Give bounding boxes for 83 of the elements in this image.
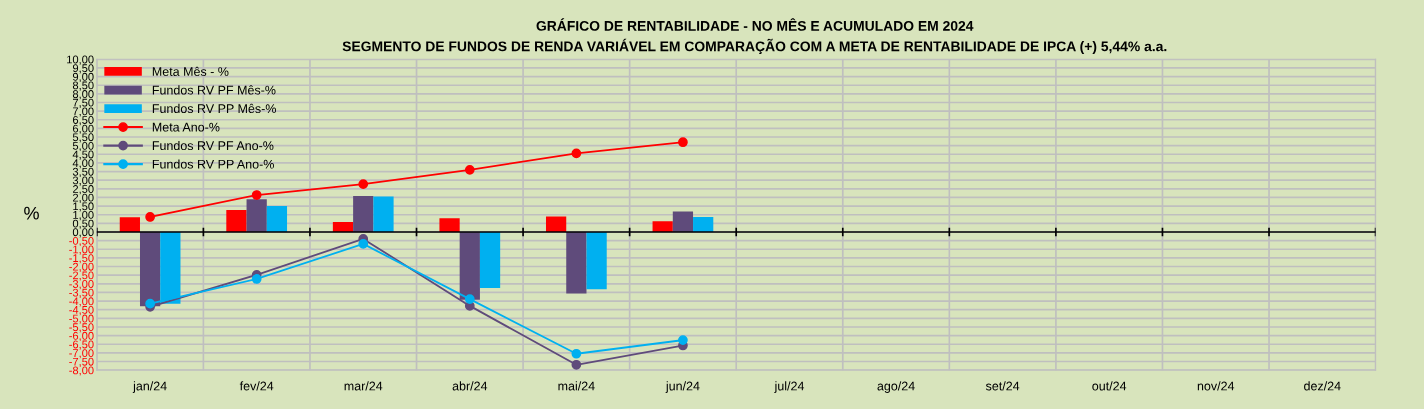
y-tick-label: 1,50 bbox=[73, 202, 94, 212]
point bbox=[571, 148, 582, 159]
y-tick-label: -0,50 bbox=[69, 236, 94, 247]
bar bbox=[119, 217, 140, 232]
legend-label: Meta Mês - % bbox=[152, 66, 229, 76]
legend-label: Meta Ano-% bbox=[152, 122, 220, 132]
point bbox=[145, 212, 155, 222]
chart-subtitle: SEGMENTO DE FUNDOS DE RENDA VARIÁVEL EM COMPARAÇÃO COM A META DE RENTABILIDADE DE IPCA (+) 5,44% a.a. bbox=[342, 38, 1167, 55]
y-tick-label: 8,50 bbox=[72, 81, 94, 91]
y-tick-label: 5,50 bbox=[72, 133, 94, 143]
x-tick-label: jun/24 bbox=[665, 381, 700, 393]
y-tick-label: -1,50 bbox=[69, 254, 94, 264]
x-tick-label: abr/24 bbox=[452, 381, 488, 391]
bar bbox=[479, 231, 501, 288]
y-tick-label: 6,50 bbox=[73, 116, 94, 126]
y-tick-label: -8,00 bbox=[69, 366, 94, 376]
x-tick-label: set/24 bbox=[985, 381, 1020, 391]
x-tick-label: jan/24 bbox=[132, 381, 167, 393]
y-tick-label: 1,00 bbox=[73, 210, 94, 221]
y-tick-label: -7,50 bbox=[69, 357, 94, 367]
point bbox=[251, 274, 262, 284]
y-tick-label: 4,50 bbox=[72, 150, 94, 160]
point bbox=[358, 239, 369, 249]
y-tick-label: 7,50 bbox=[73, 98, 94, 108]
y-tick-label: -3,00 bbox=[69, 280, 94, 290]
y-tick-label: -4,50 bbox=[69, 305, 94, 316]
y-tick-label: 8,00 bbox=[72, 90, 94, 100]
y-tick-label: 2,00 bbox=[72, 193, 94, 203]
bar bbox=[373, 196, 394, 232]
y-tick-label: 7,00 bbox=[73, 107, 94, 117]
y-tick-label: 9,50 bbox=[72, 64, 94, 74]
point bbox=[464, 164, 475, 175]
bar bbox=[439, 218, 460, 232]
point bbox=[464, 294, 475, 305]
bar bbox=[266, 206, 288, 232]
bar bbox=[246, 199, 267, 232]
y-tick-label: 10,00 bbox=[67, 55, 94, 65]
x-tick-label: out/24 bbox=[1092, 381, 1127, 391]
x-tick-label: fev/24 bbox=[239, 381, 274, 391]
y-tick-label: -6,00 bbox=[69, 331, 94, 342]
y-tick-label: -5,00 bbox=[69, 314, 94, 324]
y-tick-label: 3,50 bbox=[72, 167, 94, 177]
bar bbox=[226, 210, 247, 232]
legend-label: Fundos RV PP Ano-% bbox=[152, 159, 274, 169]
y-tick-label: 4,00 bbox=[72, 159, 94, 169]
x-tick-label: dez/24 bbox=[1304, 381, 1341, 391]
y-tick-label: -3,50 bbox=[69, 288, 94, 298]
y-tick-label: 0,50 bbox=[72, 219, 94, 229]
point bbox=[571, 359, 582, 370]
legend-label: Fundos RV PF Ano-% bbox=[152, 140, 274, 151]
y-tick-label: -1,00 bbox=[69, 245, 94, 255]
chart-title: GRÁFICO DE RENTABILIDADE - NO MÊS E ACUMULADO EM 2024 bbox=[536, 18, 974, 31]
y-tick-label: 5,00 bbox=[72, 141, 94, 152]
y-tick-label: -7,00 bbox=[69, 349, 94, 359]
x-tick-label: mai/24 bbox=[558, 381, 595, 391]
bar bbox=[545, 216, 567, 232]
x-tick-label: nov/24 bbox=[1197, 381, 1235, 391]
y-tick-label: 0,00 bbox=[72, 228, 94, 238]
y-tick-label: 9,00 bbox=[72, 72, 94, 83]
y-tick-label: 6,00 bbox=[73, 124, 94, 134]
bar bbox=[672, 211, 694, 232]
y-tick-label: 2,50 bbox=[72, 185, 94, 195]
bar bbox=[566, 231, 587, 294]
x-tick-label: mar/24 bbox=[344, 381, 383, 391]
bar bbox=[693, 216, 714, 232]
x-tick-label: jul/24 bbox=[774, 381, 805, 393]
y-tick-label: -5,50 bbox=[69, 323, 94, 333]
point bbox=[358, 179, 369, 190]
point bbox=[571, 348, 582, 359]
y-axis-title: % bbox=[24, 206, 39, 220]
legend-label: Fundos RV PF Mês-% bbox=[152, 85, 276, 95]
point bbox=[251, 190, 262, 200]
point bbox=[678, 137, 688, 148]
legend-label: Fundos RV PP Mês-% bbox=[152, 103, 276, 114]
x-tick-label: ago/24 bbox=[877, 381, 915, 393]
y-tick-label: -2,50 bbox=[69, 271, 94, 281]
y-tick-label: 3,00 bbox=[72, 176, 94, 186]
y-tick-label: -2,00 bbox=[69, 262, 94, 272]
bar bbox=[586, 231, 607, 290]
y-tick-label: -4,00 bbox=[69, 297, 94, 307]
point bbox=[678, 335, 688, 345]
y-tick-label: -6,50 bbox=[69, 340, 94, 350]
bar bbox=[652, 221, 673, 232]
